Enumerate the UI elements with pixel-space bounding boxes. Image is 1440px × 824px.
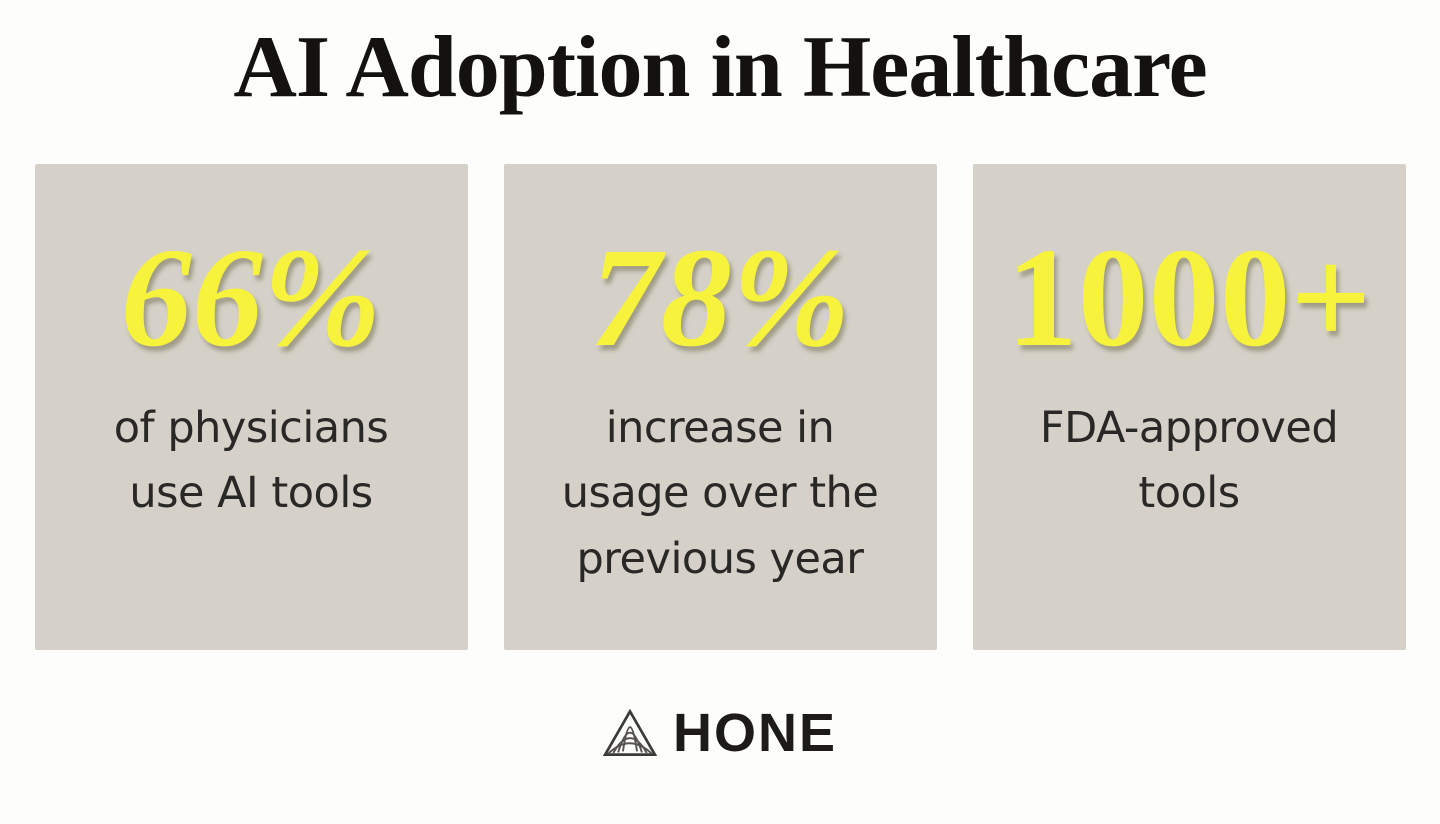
stat-value: 66% [120, 218, 382, 376]
page-title: AI Adoption in Healthcare [233, 19, 1207, 116]
stat-label-line: FDA-approved [1039, 403, 1339, 453]
stat-label-line: tools [1138, 468, 1240, 519]
stat-label: increase in usage over the previous year [562, 396, 879, 592]
stat-label-line: usage over the [561, 468, 879, 519]
stats-row: 66% of physicians use AI tools 78% incre… [0, 164, 1440, 650]
stat-label-line: previous year [576, 533, 864, 584]
stat-label: FDA-approved tools [1039, 396, 1339, 527]
layered-triangle-icon [602, 709, 657, 756]
stat-label-line: increase in [605, 403, 835, 453]
stat-card-physicians: 66% of physicians use AI tools [34, 164, 468, 650]
infographic-page: AI Adoption in Healthcare 66% of physici… [0, 24, 1440, 824]
stat-label-line: use AI tools [129, 468, 373, 519]
stat-label: of physicians use AI tools [114, 396, 389, 527]
stat-value: 1000+ [1006, 218, 1372, 376]
stat-label-line: of physicians [113, 403, 389, 453]
stat-card-usage-increase: 78% increase in usage over the previous … [503, 164, 937, 650]
brand-footer: HONE [0, 702, 1440, 764]
stat-value: 78% [589, 218, 851, 376]
brand-name: HONE [672, 703, 837, 763]
stat-card-fda-tools: 1000+ FDA-approved tools [972, 164, 1406, 650]
